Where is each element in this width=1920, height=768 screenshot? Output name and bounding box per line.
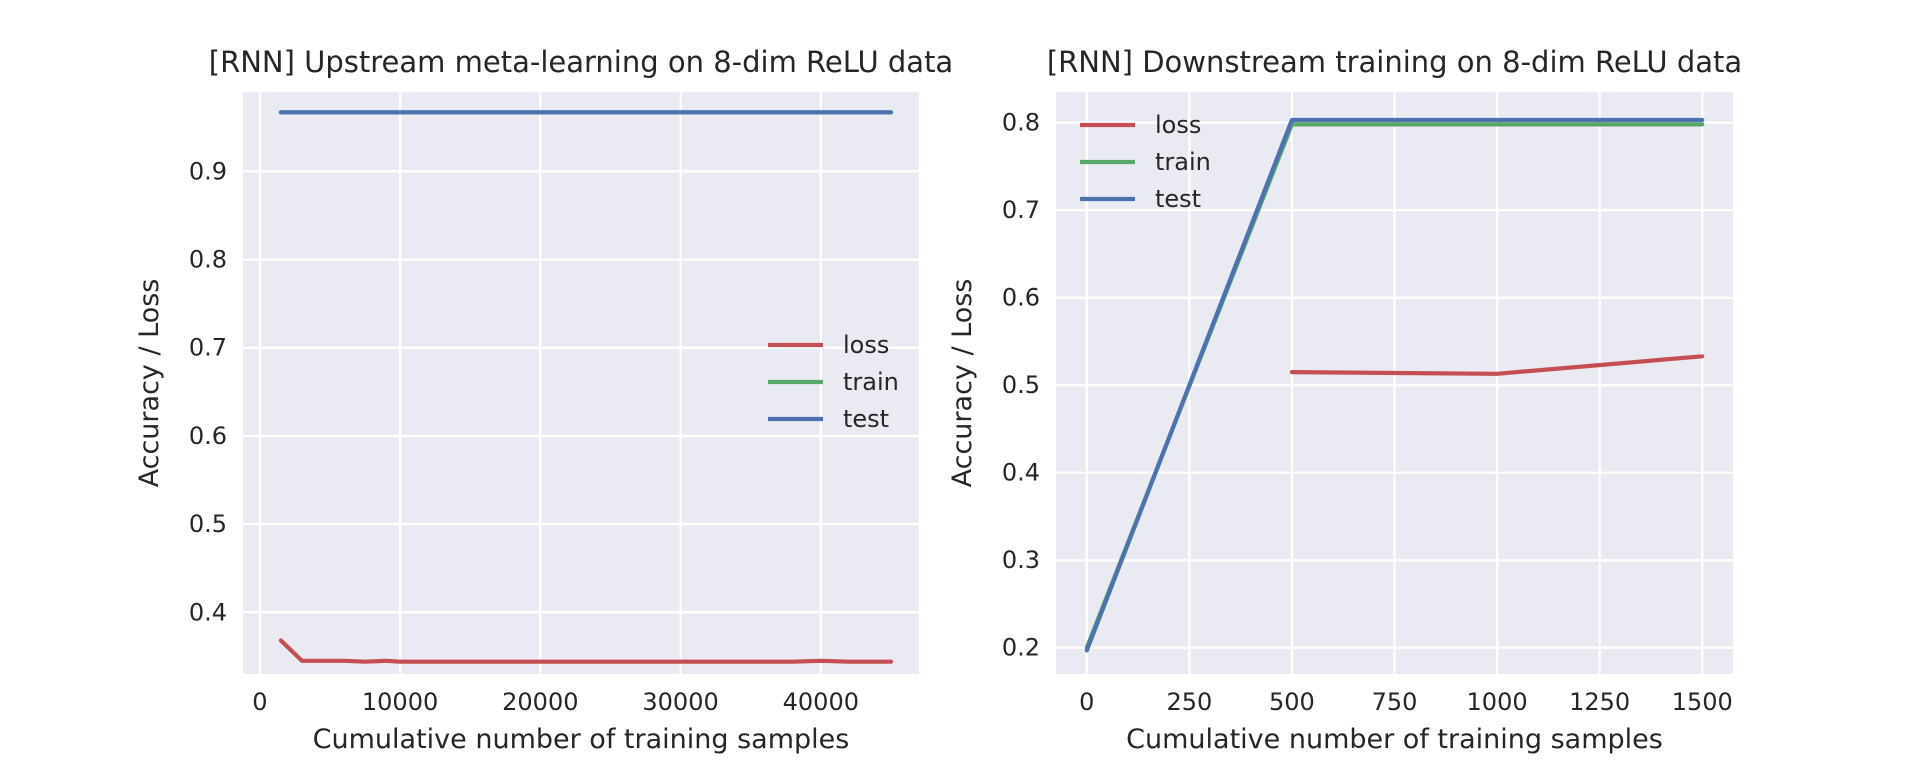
y-tick-label: 0.3 [1002, 546, 1040, 574]
y-tick-label: 0.8 [1002, 109, 1040, 137]
chart-title: [RNN] Downstream training on 8-dim ReLU … [1047, 45, 1742, 79]
legend-label-train: train [1155, 148, 1211, 176]
y-axis-label: Accuracy / Loss [134, 279, 165, 488]
y-tick-label: 0.9 [189, 157, 227, 185]
legend: loss train test [1080, 111, 1211, 213]
y-tick-label: 0.2 [1002, 634, 1040, 662]
x-tick-label: 30000 [642, 688, 718, 716]
chart-1: 0 10000 20000 30000 40000 0.4 0.5 0.6 0.7 0.8 0.9 [… [134, 45, 953, 755]
series-line-loss [278, 638, 894, 664]
x-tick-label: 20000 [502, 688, 578, 716]
x-axis-label: Cumulative number of training samples [1126, 724, 1663, 755]
y-tick-label: 0.6 [1002, 284, 1040, 312]
y-tick-label: 0.5 [189, 510, 227, 538]
x-tick-label: 750 [1372, 688, 1418, 716]
x-tick-label: 10000 [362, 688, 438, 716]
x-tick-label: 1000 [1467, 688, 1528, 716]
x-tick-label: 250 [1166, 688, 1212, 716]
y-tick-label: 0.5 [1002, 371, 1040, 399]
x-tick-label: 500 [1269, 688, 1315, 716]
chart-title: [RNN] Upstream meta-learning on 8-dim Re… [209, 45, 953, 79]
x-tick-label: 0 [252, 688, 267, 716]
y-axis-label: Accuracy / Loss [947, 279, 978, 488]
chart-2: 0 250 500 750 1000 1250 1500 0.2 0.3 0.4 0.5 0.6 0.7… [947, 45, 1742, 755]
legend-label-loss: loss [1155, 111, 1201, 139]
x-axis-label: Cumulative number of training samples [313, 724, 850, 755]
series-line-test [1084, 117, 1705, 653]
legend: loss train test [768, 331, 899, 433]
legend-label-test: test [1155, 185, 1201, 213]
y-tick-label: 0.7 [189, 334, 227, 362]
legend-label-test: test [843, 405, 889, 433]
y-tick-label: 0.4 [189, 598, 227, 626]
y-tick-label: 0.8 [189, 246, 227, 274]
x-tick-label: 40000 [783, 688, 859, 716]
y-tick-label: 0.4 [1002, 459, 1040, 487]
y-tick-label: 0.7 [1002, 196, 1040, 224]
y-tick-label: 0.6 [189, 422, 227, 450]
legend-label-loss: loss [843, 331, 889, 359]
legend-label-train: train [843, 368, 899, 396]
x-tick-label: 1250 [1569, 688, 1630, 716]
x-tick-label: 0 [1079, 688, 1094, 716]
series-line-loss [1289, 354, 1705, 376]
x-tick-label: 1500 [1672, 688, 1733, 716]
